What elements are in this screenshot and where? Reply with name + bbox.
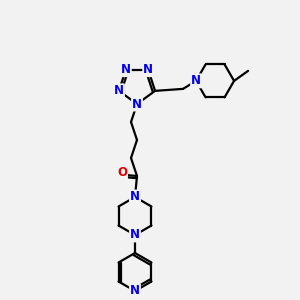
Text: N: N xyxy=(130,284,140,298)
Text: N: N xyxy=(130,229,140,242)
Text: N: N xyxy=(114,84,124,98)
Text: N: N xyxy=(121,63,131,76)
Text: N: N xyxy=(143,63,153,76)
Text: O: O xyxy=(117,167,127,179)
Text: N: N xyxy=(132,98,142,110)
Text: N: N xyxy=(130,190,140,203)
Text: N: N xyxy=(191,74,201,87)
